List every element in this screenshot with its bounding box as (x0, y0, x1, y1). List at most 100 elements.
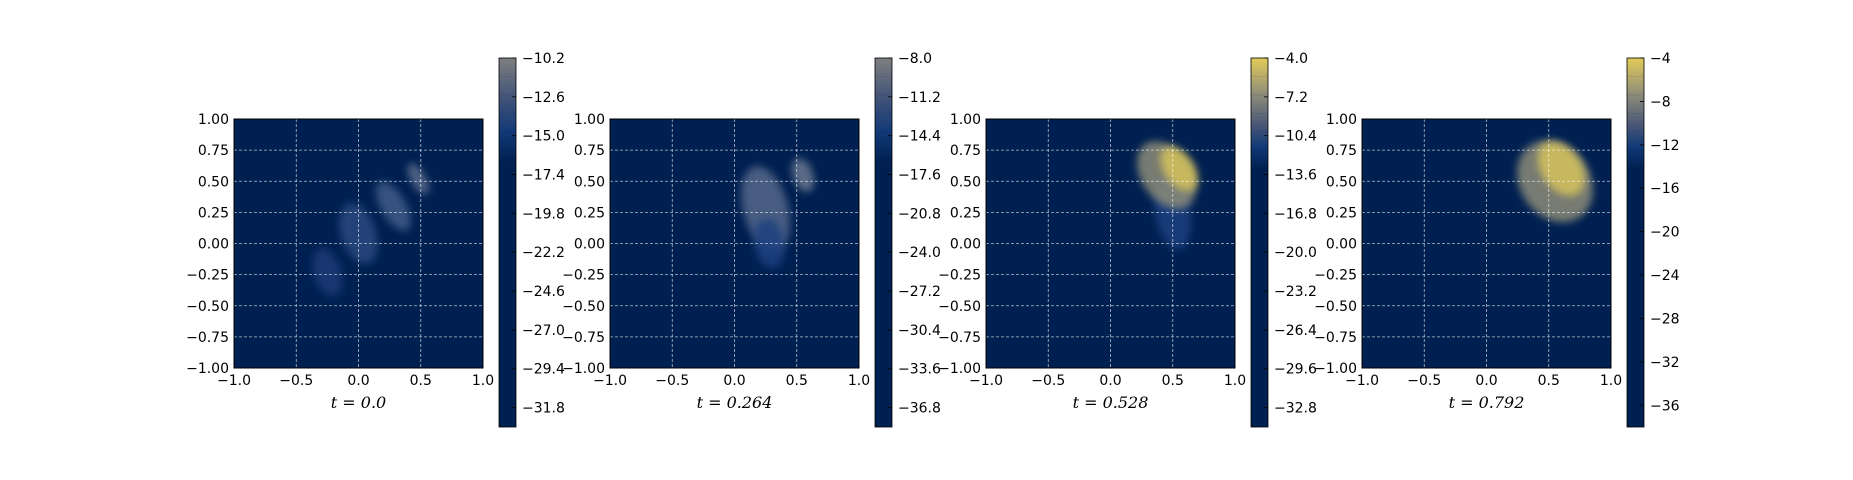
grid (1362, 119, 1611, 368)
x-tick-label: −0.5 (655, 373, 689, 389)
y-tick-label: −0.50 (1314, 299, 1357, 315)
y-tick-label: 0.00 (950, 237, 981, 253)
colorbar-tick-label: −14.4 (898, 129, 941, 145)
colorbar (1250, 57, 1269, 428)
x-tick-label: −0.5 (1031, 373, 1065, 389)
colorbar-tick-label: −26.4 (1274, 323, 1317, 339)
x-tick-label: 0.0 (1475, 373, 1497, 389)
y-tick-label: −0.25 (1314, 268, 1357, 284)
y-tick-label: 0.00 (574, 237, 605, 253)
colorbar-tick-label: −28 (1650, 311, 1680, 327)
plot-frame (985, 118, 1236, 369)
colorbar-tick-label: −11.2 (898, 90, 941, 106)
y-tick-label: 0.50 (574, 174, 605, 190)
field-blob-2 (754, 218, 785, 269)
colorbar-tick-label: −27.2 (898, 284, 941, 300)
y-tick-label: 0.00 (1326, 237, 1357, 253)
colorbar-tick-label: −8.0 (898, 51, 932, 67)
colorbar-tick-label: −36.8 (898, 401, 941, 417)
colorbar-tick-label: −24 (1650, 268, 1680, 284)
colorbar-tick-label: −22.2 (522, 245, 565, 261)
y-tick-label: 0.75 (950, 143, 981, 159)
x-tick-label: 0.0 (1099, 373, 1121, 389)
colorbar-tick-label: −4.0 (1274, 51, 1308, 67)
colorbar-tick-label: −24.6 (522, 284, 565, 300)
y-tick-label: −0.50 (562, 299, 605, 315)
colorbar-tick-label: −23.2 (1274, 284, 1317, 300)
colorbar-tick-label: −32.8 (1274, 401, 1317, 417)
plot-frame (609, 118, 860, 369)
field-blob-2 (312, 248, 343, 297)
y-tick-label: −1.00 (938, 361, 981, 377)
colorbar-tick-label: −33.6 (898, 362, 941, 378)
field-features (312, 163, 430, 297)
field-blob-3 (375, 181, 411, 231)
field-features (741, 158, 815, 269)
colorbar-tick-label: −12 (1650, 138, 1680, 154)
y-tick-label: −0.50 (186, 299, 229, 315)
colorbar-tick-label: −36 (1650, 398, 1680, 414)
y-tick-label: −0.75 (186, 330, 229, 346)
y-tick-label: 0.75 (198, 143, 229, 159)
y-tick-label: −0.50 (938, 299, 981, 315)
colorbar-tick-label: −32 (1650, 355, 1680, 371)
colorbar-tick-label: −29.6 (1274, 362, 1317, 378)
y-tick-label: 0.00 (198, 237, 229, 253)
colorbar-tick-label: −29.4 (522, 362, 565, 378)
field-blob-4 (407, 163, 430, 195)
y-tick-label: 0.25 (1326, 205, 1357, 221)
y-tick-label: −0.25 (186, 268, 229, 284)
colorbar-tick-label: −17.4 (522, 168, 565, 184)
field-blob-2 (1537, 141, 1585, 196)
panel-2: −1.0 −0.5 0.0 0.5 1.0 1.00 0.75 0.50 0.25 0.00 −0.… (562, 51, 941, 428)
x-tick-label: −0.5 (279, 373, 313, 389)
colorbar (1626, 57, 1645, 428)
field-blob-3 (1160, 146, 1198, 191)
colorbar-tick-label: −20.0 (1274, 245, 1317, 261)
colorbar-tick-label: −12.6 (522, 90, 565, 106)
colorbar-tick-label: −10.2 (522, 51, 565, 67)
y-tick-label: −0.75 (562, 330, 605, 346)
grid (610, 119, 859, 368)
colorbar-tick-label: −27.0 (522, 323, 565, 339)
x-tick-label: 0.5 (410, 373, 432, 389)
x-tick-label: 0.0 (347, 373, 369, 389)
colorbar-tick-label: −15.0 (522, 129, 565, 145)
panel-1: −1.0 −0.5 0.0 0.5 1.0 1.00 0.75 0.50 0.25 0.00 −0.… (186, 51, 565, 428)
y-tick-label: −1.00 (186, 361, 229, 377)
x-tick-label: −1.0 (969, 373, 1003, 389)
colorbar-tick-label: −19.8 (522, 206, 565, 222)
field-features (1136, 141, 1198, 250)
colorbar-tick-label: −30.4 (898, 323, 941, 339)
time-caption: t = 0.264 (697, 393, 773, 412)
colorbar-tick-label: −24.0 (898, 245, 941, 261)
colorbar-tick-label: −20 (1650, 225, 1680, 241)
colorbar-tick-label: −13.6 (1274, 168, 1317, 184)
x-tick-label: 0.5 (1162, 373, 1184, 389)
colorbar (874, 57, 893, 428)
y-tick-label: 1.00 (198, 112, 229, 128)
y-tick-label: −0.25 (938, 268, 981, 284)
y-tick-label: −1.00 (562, 361, 605, 377)
plot-frame (1361, 118, 1612, 369)
colorbar-tick-label: −7.2 (1274, 90, 1308, 106)
colorbar-tick-label: −16 (1650, 181, 1680, 197)
colorbar-tick-label: −4 (1650, 51, 1671, 67)
colorbar-tick-label: −10.4 (1274, 129, 1317, 145)
panel-4: −1.0 −0.5 0.0 0.5 1.0 1.00 0.75 0.50 0.25 0.00 −0.… (1314, 51, 1680, 428)
x-tick-label: −1.0 (1345, 373, 1379, 389)
y-tick-label: 0.25 (198, 205, 229, 221)
time-caption: t = 0.792 (1449, 393, 1525, 412)
grid (234, 119, 483, 368)
y-tick-label: 1.00 (574, 112, 605, 128)
y-tick-label: 0.50 (950, 174, 981, 190)
y-tick-label: −0.75 (938, 330, 981, 346)
x-tick-label: 0.5 (1538, 373, 1560, 389)
y-tick-label: 0.75 (574, 143, 605, 159)
time-caption: t = 0.0 (331, 393, 386, 412)
y-tick-label: 0.25 (574, 205, 605, 221)
x-tick-label: 1.0 (1600, 373, 1622, 389)
y-tick-label: 0.50 (198, 174, 229, 190)
y-tick-label: 0.25 (950, 205, 981, 221)
